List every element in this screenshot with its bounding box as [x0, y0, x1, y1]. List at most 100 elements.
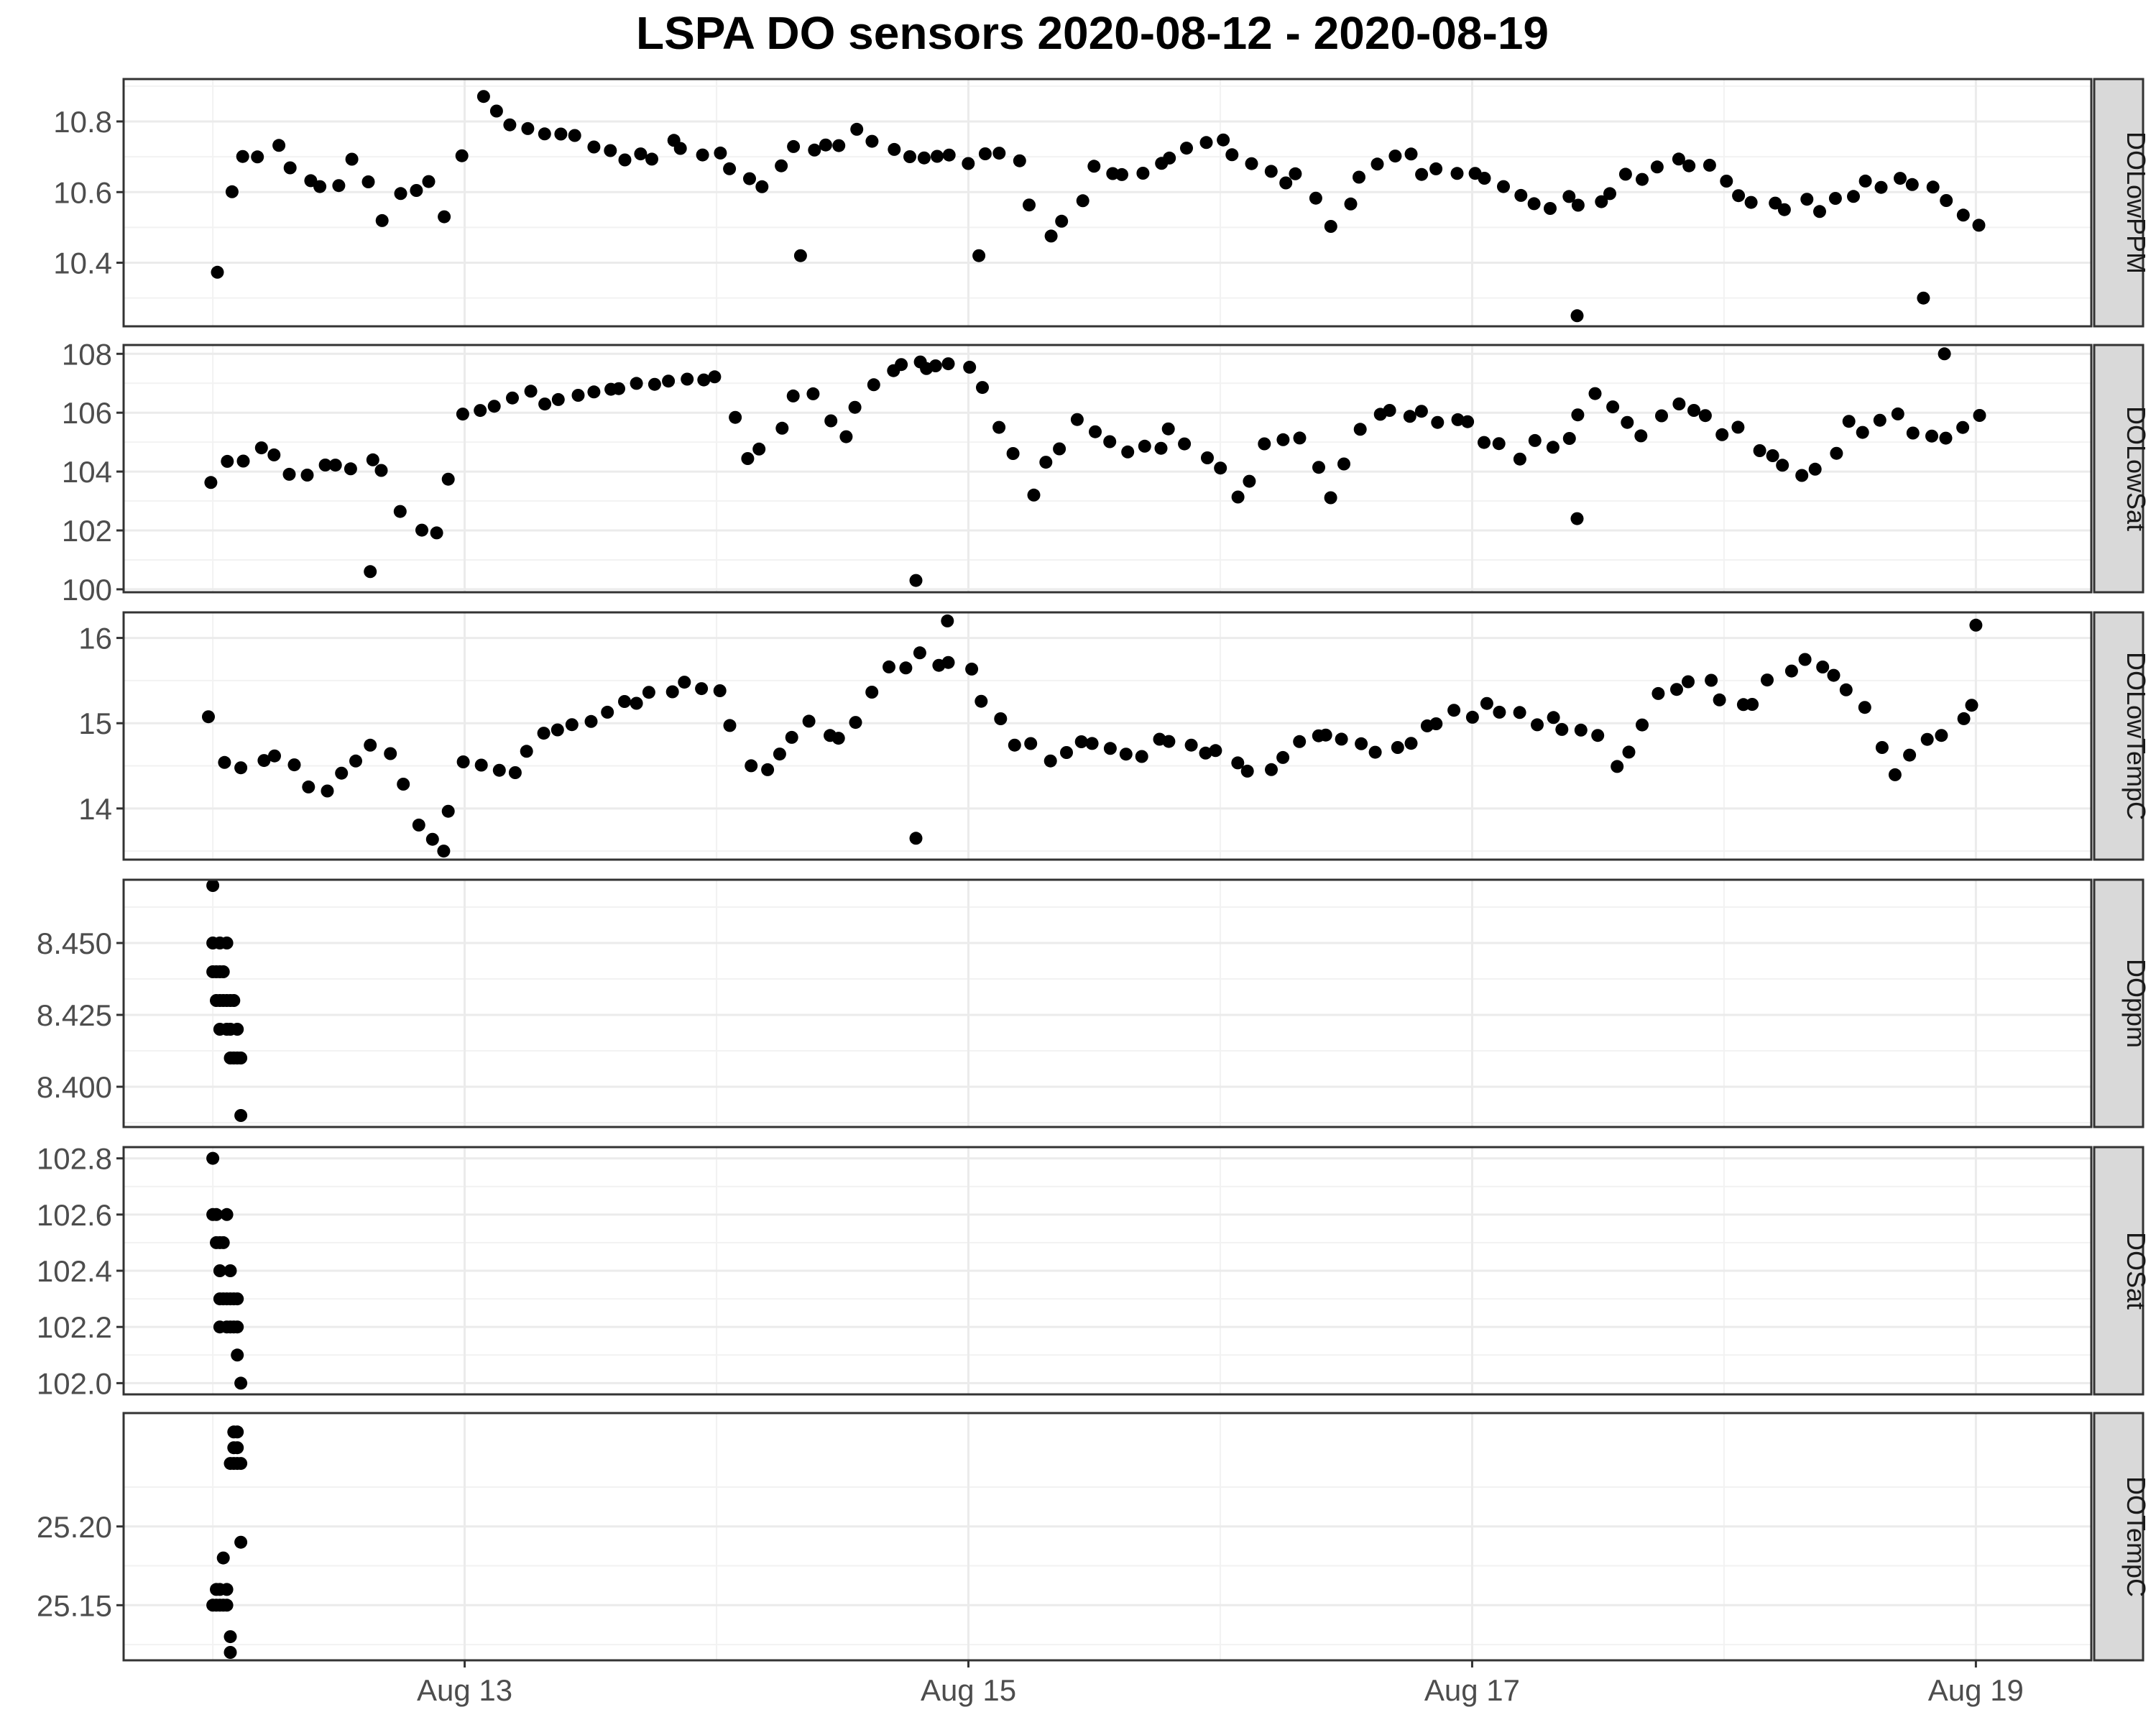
data-point [920, 362, 934, 375]
data-point [1731, 420, 1745, 434]
data-point [487, 400, 501, 413]
data-point [604, 144, 617, 157]
data-point [1973, 409, 1986, 422]
y-tick-label: 108 [62, 337, 112, 371]
facet-strip-label: DOSat [2122, 1232, 2151, 1310]
data-point [1672, 152, 1685, 166]
data-point [1162, 735, 1176, 748]
data-point [1744, 196, 1758, 209]
y-tick-label: 14 [78, 792, 112, 826]
data-point [224, 1264, 237, 1277]
data-point [1324, 491, 1337, 505]
data-point [1969, 618, 1983, 632]
data-point [978, 147, 992, 160]
data-point [1687, 404, 1700, 417]
data-point [1163, 151, 1176, 165]
panels-group: 10.4 10.6 10.8 DOLowPPM 100 102 104 106 108 DOLow… [37, 78, 2151, 1662]
data-point [1839, 683, 1853, 696]
data-point [917, 151, 931, 165]
data-point [287, 758, 301, 772]
data-point [972, 249, 986, 262]
data-point [832, 139, 846, 152]
data-point [1492, 437, 1506, 451]
data-point [696, 148, 709, 162]
data-point [1935, 729, 1948, 742]
data-point [1622, 745, 1636, 759]
data-point [1087, 160, 1101, 173]
data-point [313, 180, 327, 193]
facet-strip-label: DOppm [2122, 959, 2151, 1048]
facet-strip [2093, 611, 2145, 861]
x-tick-label: Aug 15 [921, 1673, 1016, 1707]
data-point [761, 763, 775, 776]
points-DOSat [206, 1151, 248, 1390]
data-point [775, 421, 789, 435]
data-point [231, 1441, 244, 1455]
data-point [994, 712, 1008, 725]
data-point [251, 150, 264, 164]
data-point [648, 377, 661, 391]
data-point [441, 804, 455, 818]
data-point [1651, 686, 1665, 700]
data-point [1858, 701, 1871, 714]
data-point [1480, 696, 1493, 710]
data-point [662, 374, 676, 388]
y-tick-label: 102.2 [37, 1310, 112, 1344]
data-point [394, 187, 407, 201]
data-point [349, 754, 362, 768]
y-tick-label: 106 [62, 396, 112, 430]
data-point [1070, 413, 1084, 426]
data-point [1404, 737, 1418, 750]
data-point [503, 118, 517, 132]
data-point [962, 157, 975, 170]
data-point [1478, 436, 1491, 449]
y-tick-label: 8.425 [37, 998, 112, 1032]
data-point [1513, 452, 1526, 466]
data-point [1415, 167, 1429, 181]
data-point [1060, 746, 1073, 759]
x-tick-label: Aug 19 [1928, 1673, 2024, 1707]
data-point [1715, 428, 1729, 441]
y-tick-label: 25.15 [37, 1588, 112, 1622]
data-point [1672, 397, 1686, 410]
data-point [441, 472, 455, 486]
data-point [213, 1264, 226, 1277]
data-point [1013, 154, 1026, 167]
data-point [1753, 444, 1766, 457]
chart-title: LSPA DO sensors 2020-08-12 - 2020-08-19 [636, 7, 1549, 59]
data-point [1858, 174, 1872, 188]
data-point [1713, 693, 1726, 707]
data-point [234, 1052, 248, 1064]
panel-DOLowSat: 100 102 104 106 108 DOLowSat [62, 337, 2151, 607]
data-point [1636, 172, 1649, 186]
panel-border [122, 1146, 2093, 1396]
data-point [374, 464, 388, 477]
data-point [216, 965, 230, 978]
data-point [1023, 198, 1036, 212]
panel-background [124, 1413, 2091, 1660]
data-point [537, 727, 550, 740]
facet-strip-label: DOTempC [2122, 1476, 2151, 1597]
data-point [867, 378, 880, 392]
panel-DOLowPPM: 10.4 10.6 10.8 DOLowPPM [53, 78, 2151, 328]
panel-border [122, 611, 2093, 861]
data-point [1264, 165, 1278, 178]
data-point [318, 459, 332, 472]
data-point [1383, 404, 1396, 417]
data-point [1240, 764, 1254, 778]
data-point [584, 714, 598, 728]
data-point [965, 662, 979, 676]
y-tick-label: 10.6 [53, 175, 112, 209]
facet-strip [2093, 878, 2145, 1128]
data-point [1089, 425, 1102, 438]
data-point [1461, 415, 1475, 428]
data-point [1813, 205, 1826, 218]
data-point [1008, 738, 1021, 752]
data-point [220, 937, 234, 949]
data-point [673, 142, 687, 155]
panel-DOppm: 8.400 8.425 8.450 DOppm [37, 878, 2151, 1128]
data-point [1571, 408, 1585, 422]
data-point [283, 161, 297, 175]
data-point [1606, 400, 1620, 414]
data-point [361, 175, 375, 188]
